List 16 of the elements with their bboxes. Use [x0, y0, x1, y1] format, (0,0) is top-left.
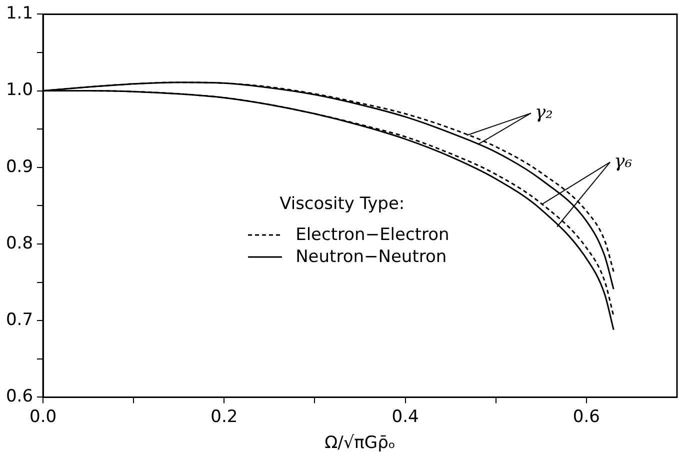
- x-tick-label: 0.2: [210, 406, 238, 427]
- y-tick-label: 0.8: [6, 233, 34, 254]
- annotation: γ₂: [534, 102, 553, 123]
- y-tick-label: 1.1: [6, 4, 34, 24]
- legend-label: Electron−Electron: [296, 225, 450, 246]
- y-tick-label: 0.6: [6, 386, 34, 407]
- y-tick-label: 1.0: [6, 80, 34, 100]
- annotation: γ₆: [614, 150, 632, 172]
- legend-title: Viscosity Type:: [280, 194, 406, 214]
- y-tick-label: 0.9: [6, 156, 34, 177]
- x-tick-label: 0.6: [572, 406, 600, 427]
- x-tick-label: 0.0: [30, 406, 57, 427]
- x-tick-label: 0.4: [392, 406, 419, 427]
- y-tick-label: 0.7: [6, 310, 34, 330]
- x-axis-title: Ω/√πGρ̄ₒ: [324, 433, 396, 454]
- legend-label: Neutron−Neutron: [296, 247, 447, 268]
